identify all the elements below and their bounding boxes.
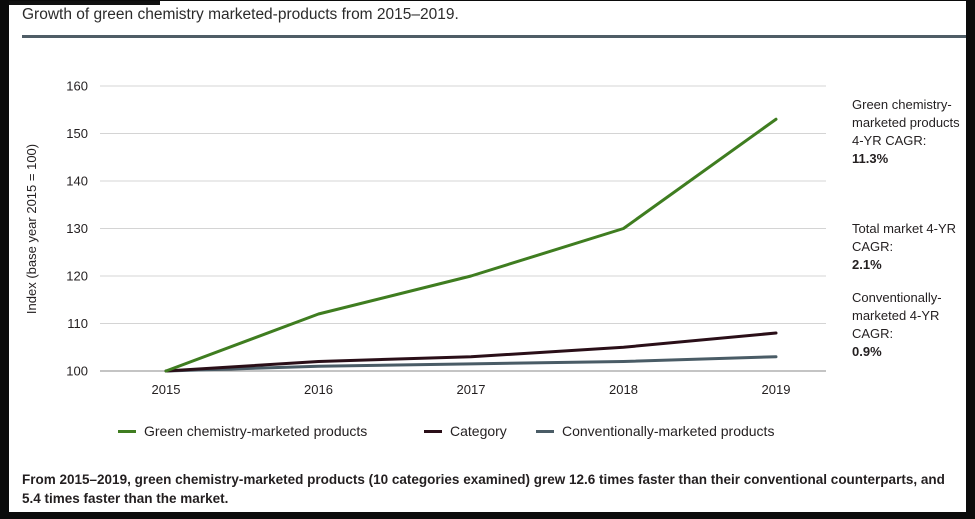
x-tick-label: 2019 [762,382,791,397]
annotation-label: Conventionally-marketed 4-YR CAGR: [852,290,942,341]
y-tick-label: 110 [67,316,88,331]
x-tick-label: 2016 [304,382,333,397]
legend-swatch-green [118,429,136,433]
annotation-label: Green chemistry-marketed products 4-YR C… [852,97,960,148]
grid-lines [100,85,826,372]
legend-label-green: Green chemistry-marketed products [144,423,368,439]
series-line [164,355,778,373]
top-strip [0,0,160,5]
legend-swatch-category [424,429,442,433]
annotation-label: Total market 4-YR CAGR: [852,221,957,254]
figure-caption: From 2015–2019, green chemistry-marketed… [22,472,945,506]
y-tick-label: 150 [66,126,88,141]
title-rule [22,35,967,38]
legend-item-green: Green chemistry-marketed products [118,423,367,439]
annotation-green-cagr: Green chemistry-marketed products 4-YR C… [852,96,970,168]
series-line [164,117,778,373]
y-tick-label: 130 [66,221,88,236]
series-lines [164,117,778,373]
y-tick-labels: 100 110 120 130 140 150 160 [66,79,88,379]
legend-label-category: Category [450,423,507,439]
figure-title: Growth of green chemistry marketed-produ… [22,6,459,23]
annotation-conventional-cagr: Conventionally-marketed 4-YR CAGR: 0.9% [852,289,970,361]
y-tick-label: 100 [66,364,88,379]
legend-swatch-conventional [536,429,554,433]
annotation-value: 0.9% [852,344,882,359]
legend-item-conventional: Conventionally-marketed products [536,423,774,439]
legend: Green chemistry-marketed products Catego… [0,423,975,443]
x-tick-label: 2015 [152,382,181,397]
y-tick-label: 120 [66,269,88,284]
y-tick-label: 140 [66,174,88,189]
series-line [164,331,778,373]
x-tick-label: 2017 [457,382,486,397]
annotation-total-cagr: Total market 4-YR CAGR: 2.1% [852,220,970,274]
x-tick-label: 2018 [609,382,638,397]
annotation-value: 2.1% [852,257,882,272]
y-axis-label: Index (base year 2015 = 100) [24,144,39,314]
y-tick-label: 160 [66,79,88,94]
x-tick-labels: 2015 2016 2017 2018 2019 [152,382,791,397]
legend-label-conventional: Conventionally-marketed products [562,423,775,439]
annotation-value: 11.3% [852,151,889,166]
legend-item-category: Category [424,423,507,439]
